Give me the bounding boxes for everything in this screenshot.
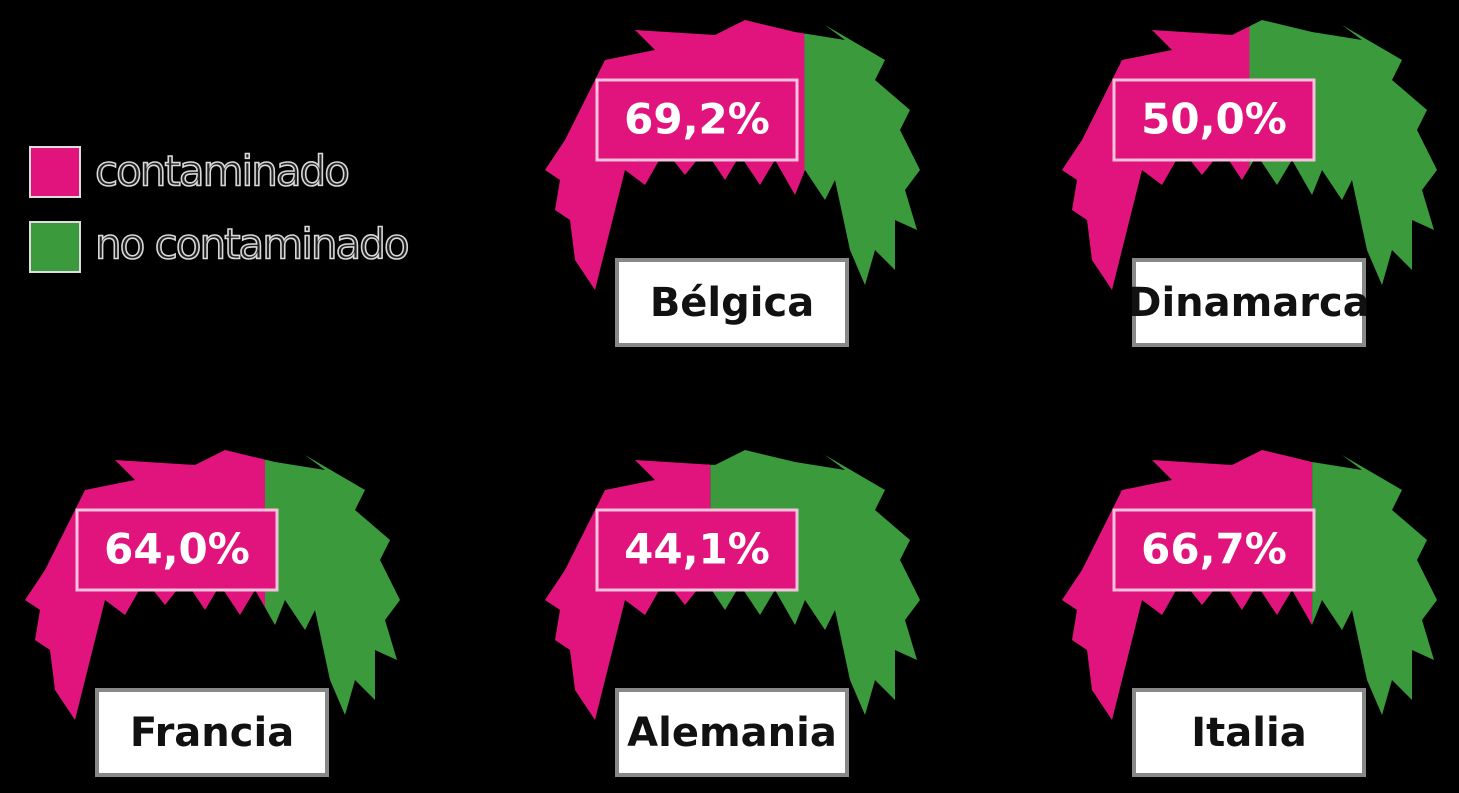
value-label: 66,7% — [1141, 525, 1287, 574]
category-box — [1132, 688, 1366, 777]
legend-label: contaminado — [95, 147, 348, 196]
value-label: 44,1% — [624, 525, 770, 574]
value-label: 50,0% — [1141, 95, 1287, 144]
legend-label: no contaminado — [95, 220, 408, 269]
legend-swatch — [29, 221, 81, 273]
legend-swatch — [29, 146, 81, 198]
category-label: Dinamarca — [1128, 280, 1369, 326]
category-box — [95, 688, 329, 777]
category-label: Italia — [1191, 710, 1306, 756]
value-box — [595, 78, 799, 162]
category-label: Bélgica — [650, 280, 814, 326]
category-box — [615, 688, 849, 777]
category-box — [615, 258, 849, 347]
value-label: 69,2% — [624, 95, 770, 144]
category-box — [1132, 258, 1366, 347]
value-box — [1112, 78, 1316, 162]
value-box — [1112, 508, 1316, 592]
value-box — [75, 508, 279, 592]
legend: contaminado no contaminado — [29, 146, 411, 273]
category-label: Alemania — [627, 710, 837, 756]
value-box — [595, 508, 799, 592]
value-label: 64,0% — [104, 525, 250, 574]
category-label: Francia — [130, 710, 294, 756]
